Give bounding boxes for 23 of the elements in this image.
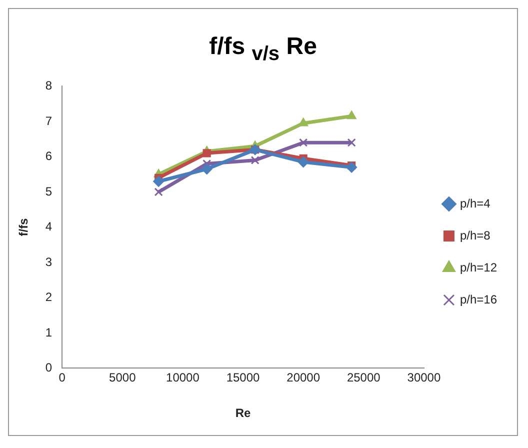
y-tick-label: 8 xyxy=(45,78,52,93)
x-tick-label: 20000 xyxy=(286,370,320,385)
y-tick-label: 3 xyxy=(45,254,52,269)
y-tick-label: 0 xyxy=(45,360,52,375)
y-tick-label: 6 xyxy=(45,149,52,164)
legend-label: p/h=12 xyxy=(460,260,498,274)
y-tick-label: 5 xyxy=(45,184,52,198)
y-axis-title: f/fs xyxy=(16,218,31,236)
x-tick-label: 25000 xyxy=(346,370,381,385)
x-tick-label: 5000 xyxy=(109,370,136,385)
chart-title: f/fs $_{v/s}$ Re xyxy=(208,33,318,67)
y-tick-label: 7 xyxy=(45,114,52,128)
x-axis-title: Re xyxy=(235,406,252,420)
y-tick-label: 4 xyxy=(45,220,52,234)
y-tick-label: 2 xyxy=(45,290,52,304)
legend-label: p/h=8 xyxy=(460,228,491,242)
y-tick-label: 1 xyxy=(45,325,52,340)
legend-label: p/h=16 xyxy=(460,292,498,306)
x-tick-label: 10000 xyxy=(166,370,200,385)
legend-label: p/h=4 xyxy=(460,196,491,210)
x-tick-label: 15000 xyxy=(226,370,260,385)
x-tick-label: 30000 xyxy=(407,370,441,385)
x-tick-label: 0 xyxy=(58,370,66,385)
